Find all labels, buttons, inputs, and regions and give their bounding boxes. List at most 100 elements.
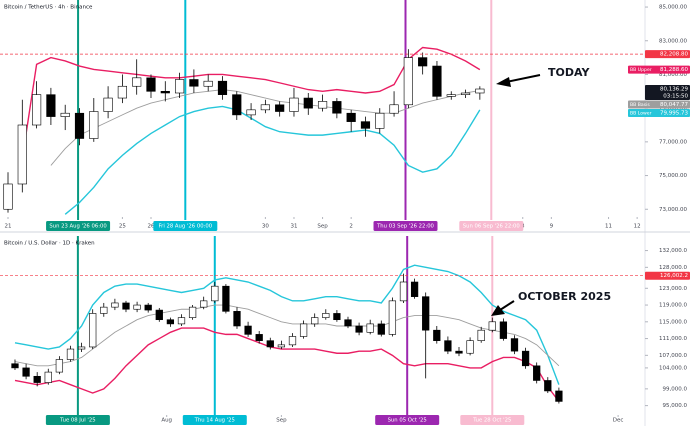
candle-body <box>22 367 30 377</box>
candle-body <box>46 94 56 117</box>
arrow-head <box>491 305 505 316</box>
price-label-box <box>628 65 690 74</box>
price-label-name: BB Upper <box>630 67 652 73</box>
candle-body <box>466 340 474 354</box>
price-label: 82,208.80 <box>660 52 688 58</box>
x-tick-label: 2 <box>349 224 353 230</box>
candle-body <box>146 77 156 92</box>
candle-body <box>533 365 541 381</box>
candle-body <box>77 346 86 350</box>
candle-body <box>311 317 319 325</box>
candle-body <box>317 101 328 109</box>
candle-body <box>66 348 75 360</box>
candle-body <box>132 77 142 87</box>
candle-body <box>399 281 408 302</box>
x-tick-label: Dec <box>613 418 624 424</box>
price-label-box <box>645 271 690 280</box>
candle-body <box>89 111 99 139</box>
candle-body <box>189 79 199 87</box>
x-tick-label: 25 <box>119 224 126 230</box>
candle-body <box>275 104 285 112</box>
candle-body <box>89 313 97 348</box>
y-tick-label: 99,000.0 <box>663 386 688 392</box>
candle-body <box>460 92 471 95</box>
candle-body <box>375 112 385 129</box>
candle-body <box>333 313 341 321</box>
candle-body <box>332 101 342 114</box>
band-line <box>64 105 481 215</box>
price-label-name: BB Basis <box>630 102 650 108</box>
candle-body <box>433 329 441 341</box>
candle-body <box>17 124 27 185</box>
candle-body <box>488 321 496 331</box>
chart-title: Bitcoin / U.S. Dollar · 1D · Kraken <box>4 241 95 247</box>
annotation: TODAY <box>548 66 590 79</box>
price-label-box <box>628 109 690 118</box>
x-tick-label: Sep <box>276 418 287 424</box>
x-tick-label: Aug <box>161 418 172 424</box>
x-tick-label: 12 <box>634 224 641 230</box>
event-label: Tue 08 Jul '25 <box>59 418 95 424</box>
x-tick-label: Sep <box>317 224 328 230</box>
candle-body <box>277 344 286 348</box>
candle-body <box>122 302 130 310</box>
arrow <box>505 74 541 83</box>
band-line <box>50 89 480 166</box>
y-tick-label: 111,000.0 <box>659 336 687 342</box>
band-line <box>14 304 560 367</box>
y-tick-label: 77,000.00 <box>659 139 687 145</box>
candle-body <box>510 338 519 352</box>
candle-body <box>222 285 230 312</box>
event-label-box <box>375 415 440 425</box>
candle-body <box>33 375 41 383</box>
candle-body <box>160 91 170 94</box>
event-label-box <box>153 221 218 231</box>
candle-body <box>117 85 127 99</box>
x-tick-label: 9 <box>550 224 554 230</box>
price-label: 126,002.2 <box>660 273 688 279</box>
candle-body <box>432 65 442 97</box>
y-tick-label: 132,000.0 <box>659 248 687 254</box>
candle-body <box>377 323 385 335</box>
x-tick-label: 21 <box>5 224 12 230</box>
event-label-box <box>45 415 110 425</box>
candle-body <box>246 109 256 116</box>
y-tick-label: 81,000.00 <box>659 72 687 78</box>
y-tick-label: 83,000.00 <box>659 38 687 44</box>
event-label-box <box>46 221 111 231</box>
arrow <box>499 300 515 311</box>
candle-body <box>103 97 113 112</box>
y-tick-label: 79,000.00 <box>659 106 687 112</box>
event-label: Fri 28 Aug '26 00:00 <box>159 224 213 230</box>
candle-body <box>499 321 508 339</box>
candle-body <box>266 340 274 348</box>
candle-body <box>444 340 452 352</box>
candle-body <box>299 323 308 337</box>
candle-body <box>403 57 413 106</box>
candle-body <box>555 390 563 402</box>
candle-body <box>455 350 463 354</box>
y-tick-label: 104,000.0 <box>659 365 687 371</box>
y-tick-label: 128,000.0 <box>659 265 687 271</box>
candle-body <box>289 97 299 112</box>
price-countdown: 03:15:50 <box>663 94 688 100</box>
arrow-head <box>496 77 511 87</box>
candle-body <box>360 121 371 129</box>
event-label: Sun 23 Aug '26 06:00 <box>49 224 107 230</box>
candle-body <box>233 311 241 327</box>
price-label-box <box>645 50 690 59</box>
y-tick-label: 73,000.00 <box>659 207 687 213</box>
chart-title: Bitcoin / TetherUS · 4h · Binance <box>4 5 93 11</box>
x-tick-label: 30 <box>262 224 269 230</box>
y-tick-label: 123,000.0 <box>659 286 687 292</box>
y-tick-label: 85,000.00 <box>659 5 687 11</box>
y-tick-label: 119,000.0 <box>659 303 687 309</box>
price-label: 80,047.77 <box>660 102 688 108</box>
candle-body <box>255 334 263 341</box>
candle-body <box>32 94 42 126</box>
candle-body <box>322 313 330 318</box>
candle-body <box>389 104 399 114</box>
